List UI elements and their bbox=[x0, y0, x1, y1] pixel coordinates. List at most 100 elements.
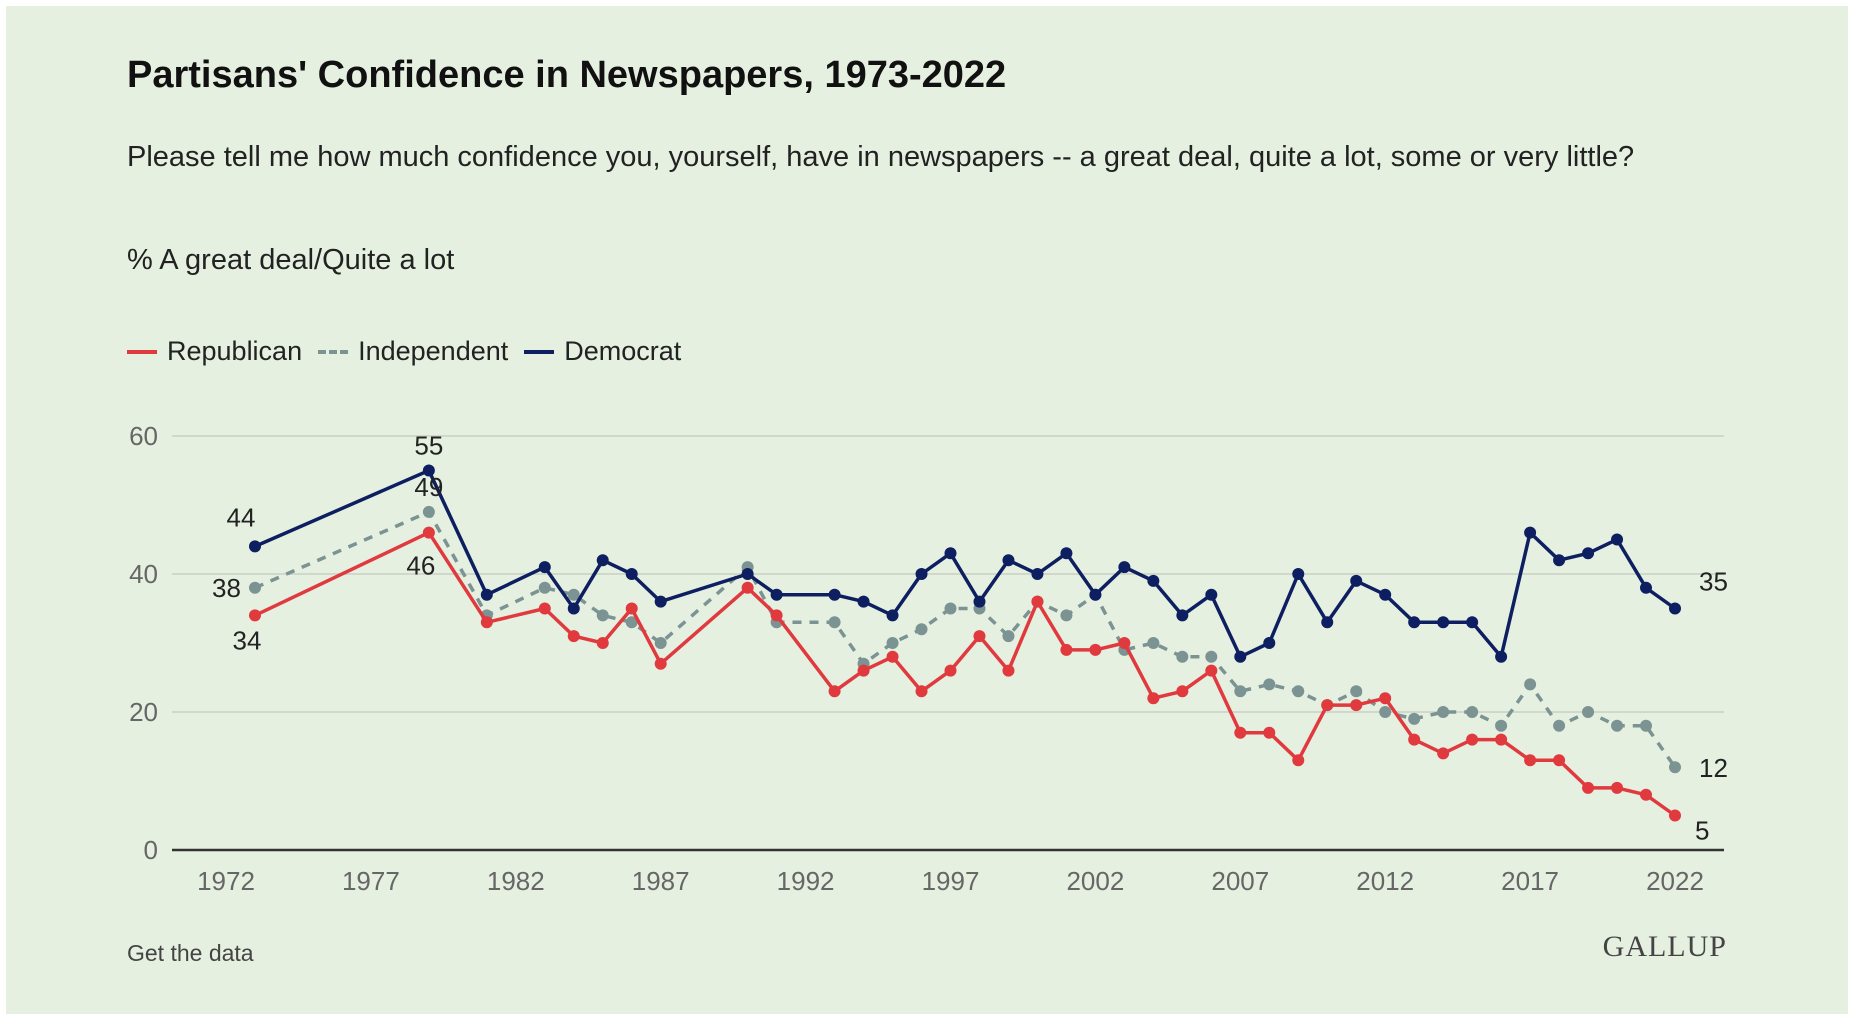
data-point-republican bbox=[1002, 664, 1015, 677]
data-point-democrat bbox=[1582, 547, 1595, 560]
x-tick-label: 2007 bbox=[1211, 866, 1269, 896]
data-point-republican bbox=[1582, 781, 1595, 794]
data-point-democrat bbox=[828, 588, 841, 601]
data-point-democrat bbox=[973, 595, 986, 608]
legend-label: Democrat bbox=[564, 336, 682, 366]
data-point-republican bbox=[1060, 643, 1073, 656]
chart-title: Partisans' Confidence in Newspapers, 197… bbox=[127, 54, 1007, 96]
x-tick-label: 2002 bbox=[1066, 866, 1124, 896]
data-point-independent bbox=[1524, 678, 1537, 691]
data-point-republican bbox=[538, 602, 551, 615]
data-point-republican bbox=[1176, 685, 1189, 698]
data-point-democrat bbox=[944, 547, 957, 560]
data-point-democrat bbox=[596, 554, 609, 567]
data-point-democrat bbox=[1118, 561, 1131, 574]
data-point-democrat bbox=[1379, 588, 1392, 601]
data-point-independent bbox=[1437, 706, 1450, 718]
data-point-republican bbox=[1379, 692, 1392, 705]
x-tick-label: 1982 bbox=[487, 866, 545, 896]
data-point-republican bbox=[480, 616, 493, 629]
data-label: 5 bbox=[1695, 816, 1709, 846]
data-point-democrat bbox=[625, 568, 638, 580]
data-point-democrat bbox=[1176, 609, 1189, 622]
data-point-republican bbox=[741, 581, 754, 594]
data-label: 34 bbox=[233, 625, 262, 655]
legend-item-republican[interactable]: Republican bbox=[127, 336, 302, 367]
data-label: 12 bbox=[1699, 753, 1728, 783]
data-point-democrat bbox=[1147, 574, 1160, 587]
legend-item-democrat[interactable]: Democrat bbox=[524, 336, 681, 367]
data-point-independent bbox=[538, 581, 551, 594]
data-point-republican bbox=[567, 630, 580, 643]
data-point-independent bbox=[1408, 712, 1421, 725]
data-point-republican bbox=[1234, 726, 1247, 739]
data-point-democrat bbox=[1350, 574, 1363, 587]
data-point-republican bbox=[1350, 699, 1363, 712]
data-point-democrat bbox=[422, 464, 435, 477]
data-point-democrat bbox=[857, 595, 870, 608]
legend-item-independent[interactable]: Independent bbox=[318, 336, 508, 367]
chart-panel bbox=[6, 6, 1848, 1014]
data-label: 35 bbox=[1699, 567, 1728, 597]
independent-swatch bbox=[318, 349, 349, 354]
data-point-republican bbox=[1640, 788, 1653, 801]
data-label: 38 bbox=[212, 573, 241, 603]
data-point-republican bbox=[915, 685, 928, 698]
series-line-republican bbox=[254, 530, 1677, 817]
data-point-independent bbox=[1495, 719, 1508, 732]
data-point-independent bbox=[596, 609, 609, 622]
data-point-republican bbox=[1321, 699, 1334, 712]
data-point-republican bbox=[1118, 637, 1131, 649]
data-point-democrat bbox=[1031, 568, 1044, 580]
data-point-republican bbox=[886, 650, 899, 663]
data-point-republican bbox=[1669, 809, 1681, 822]
data-point-democrat bbox=[1060, 547, 1073, 560]
data-point-republican bbox=[654, 657, 667, 670]
data-point-independent bbox=[248, 581, 261, 594]
data-point-republican bbox=[973, 630, 986, 643]
data-label: 46 bbox=[406, 551, 435, 581]
data-point-republican bbox=[1495, 733, 1508, 746]
republican-swatch bbox=[127, 349, 157, 354]
data-point-independent bbox=[1553, 719, 1566, 732]
y-tick-label: 40 bbox=[129, 559, 158, 589]
data-point-republican bbox=[596, 637, 609, 649]
data-point-independent bbox=[915, 623, 928, 636]
get-the-data-link[interactable]: Get the data bbox=[127, 940, 254, 966]
data-point-republican bbox=[1147, 692, 1160, 705]
data-point-independent bbox=[625, 616, 638, 629]
y-tick-label: 20 bbox=[129, 697, 158, 727]
data-point-independent bbox=[944, 602, 957, 615]
data-point-democrat bbox=[1234, 650, 1247, 663]
x-tick-label: 2022 bbox=[1646, 866, 1704, 896]
data-point-independent bbox=[1060, 609, 1073, 622]
data-point-democrat bbox=[480, 588, 493, 601]
data-point-democrat bbox=[1437, 616, 1450, 629]
data-point-democrat bbox=[1495, 650, 1508, 663]
data-point-republican bbox=[1089, 643, 1102, 656]
data-point-independent bbox=[1205, 650, 1218, 663]
data-point-democrat bbox=[1089, 588, 1102, 601]
data-point-republican bbox=[857, 664, 870, 677]
data-point-independent bbox=[1640, 719, 1653, 732]
data-point-independent bbox=[1669, 761, 1681, 774]
data-point-independent bbox=[1263, 678, 1276, 691]
legend-label: Independent bbox=[358, 336, 509, 366]
measure-label: % A great deal/Quite a lot bbox=[127, 244, 455, 276]
data-point-republican bbox=[1466, 733, 1479, 746]
data-point-democrat bbox=[538, 561, 551, 574]
data-point-republican bbox=[1205, 664, 1218, 677]
data-point-democrat bbox=[1553, 554, 1566, 567]
data-point-democrat bbox=[1205, 588, 1218, 601]
data-label: 49 bbox=[414, 472, 443, 502]
legend: Republican Independent Democrat bbox=[127, 336, 681, 367]
data-point-democrat bbox=[1524, 526, 1537, 539]
data-label: 44 bbox=[227, 502, 256, 532]
data-point-independent bbox=[1582, 706, 1595, 718]
data-point-democrat bbox=[1321, 616, 1334, 629]
data-point-independent bbox=[1350, 685, 1363, 698]
data-point-republican bbox=[1292, 754, 1305, 767]
x-tick-label: 1977 bbox=[342, 866, 400, 896]
data-point-democrat bbox=[1611, 533, 1624, 546]
